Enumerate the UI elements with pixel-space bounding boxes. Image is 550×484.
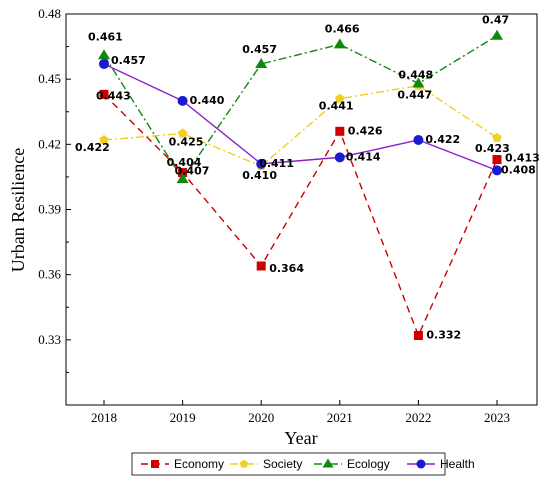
x-tick-label: 2018: [91, 410, 117, 425]
economy-data-label: 0.426: [348, 124, 383, 137]
plot-frame: [65, 13, 538, 406]
society-data-label: 0.441: [319, 100, 354, 113]
economy-point: [335, 126, 345, 136]
series-society: [99, 80, 502, 171]
health-data-label: 0.440: [190, 94, 225, 107]
society-point: [177, 128, 188, 138]
health-data-label: 0.411: [259, 157, 294, 170]
society-point: [492, 132, 502, 142]
economy-data-label: 0.443: [96, 89, 131, 102]
series-layer: [98, 29, 503, 340]
series-economy: [99, 89, 502, 340]
economy-data-label: 0.407: [175, 165, 210, 178]
health-line: [103, 63, 498, 172]
ecology-data-label: 0.457: [242, 43, 277, 56]
society-data-label: 0.422: [75, 141, 110, 154]
ecology-point: [412, 77, 425, 88]
ecology-data-label: 0.466: [325, 22, 360, 35]
y-axis-title: Urban Resilience: [8, 148, 28, 272]
y-tick-label: 0.42: [38, 136, 61, 151]
economy-point: [99, 89, 109, 99]
health-data-label: 0.414: [346, 150, 381, 163]
society-data-label: 0.423: [475, 142, 510, 155]
economy-point: [178, 168, 188, 178]
y-axis: 0.33 0.36 0.39 0.42 0.45 0.48: [38, 6, 71, 373]
economy-point: [413, 330, 423, 340]
y-tick-label: 0.33: [38, 332, 61, 347]
x-axis: 2018 2019 2020 2021 2022 2023: [91, 400, 510, 425]
legend-frame: [131, 452, 446, 476]
legend-economy-marker: [151, 460, 159, 468]
ecology-line: [103, 35, 498, 181]
ecology-point: [176, 173, 189, 184]
x-tick-label: 2019: [170, 410, 196, 425]
legend: Economy Society Ecology Health: [131, 452, 475, 476]
ecology-point: [491, 29, 503, 40]
health-point: [413, 134, 424, 145]
economy-data-label: 0.332: [426, 328, 461, 341]
legend-health-marker: [416, 459, 426, 469]
economy-data-label: 0.413: [505, 152, 540, 165]
economy-data-label: 0.364: [269, 262, 304, 275]
legend-ecology-marker: [322, 458, 334, 468]
health-point: [177, 95, 188, 106]
health-point: [334, 152, 345, 163]
health-point: [256, 158, 267, 169]
legend-health-label: Health: [440, 457, 475, 471]
x-tick-label: 2020: [248, 410, 274, 425]
series-ecology: [98, 29, 503, 184]
ecology-data-label: 0.461: [88, 30, 123, 43]
ecology-data-label: 0.47: [482, 14, 509, 27]
economy-point: [256, 261, 266, 271]
society-line: [103, 84, 498, 167]
y-tick-label: 0.48: [38, 6, 61, 21]
y-tick-label: 0.39: [38, 202, 61, 217]
y-tick-label: 0.36: [38, 267, 61, 282]
society-point: [335, 93, 345, 103]
legend-ecology-label: Ecology: [347, 457, 390, 471]
health-data-label: 0.408: [501, 163, 536, 176]
society-data-label: 0.410: [242, 169, 277, 182]
ecology-point: [255, 57, 268, 68]
society-data-label: 0.425: [169, 135, 204, 148]
y-tick-label: 0.45: [38, 71, 61, 86]
legend-economy-label: Economy: [174, 457, 224, 471]
economy-point: [492, 155, 502, 165]
health-point: [99, 58, 109, 69]
ecology-data-label: 0.404: [167, 156, 202, 169]
health-data-label: 0.457: [111, 54, 146, 67]
economy-line: [103, 93, 498, 338]
health-data-label: 0.422: [425, 133, 460, 146]
health-point: [492, 165, 502, 176]
x-tick-label: 2022: [405, 410, 431, 425]
legend-society-label: Society: [263, 457, 302, 471]
ecology-point: [98, 49, 110, 60]
ecology-data-label: 0.448: [398, 69, 433, 82]
society-point: [99, 134, 109, 145]
x-tick-label: 2021: [327, 410, 353, 425]
x-tick-label: 2023: [484, 410, 510, 425]
x-axis-title: Year: [284, 428, 317, 448]
series-health: [99, 58, 502, 176]
data-labels: 0.443 0.407 0.364 0.426 0.332 0.413 0.422 0.425…: [75, 14, 540, 342]
legend-society-marker: [239, 459, 249, 468]
society-data-label: 0.447: [397, 89, 432, 102]
ecology-point: [333, 38, 346, 49]
